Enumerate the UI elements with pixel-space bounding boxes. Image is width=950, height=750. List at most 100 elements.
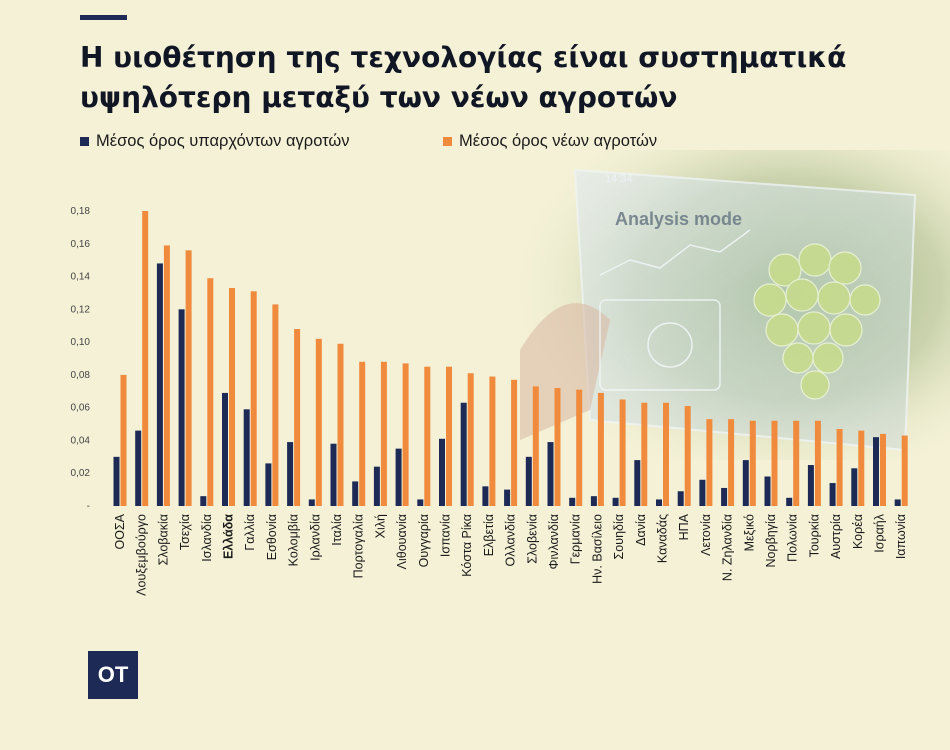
bars-existing-farmers: [113, 263, 901, 506]
bar-existing-18: [504, 489, 511, 506]
ot-logo: OT: [88, 651, 138, 699]
bar-existing-27: [699, 479, 706, 506]
bar-young-10: [337, 343, 344, 506]
x-tick-label: Λετονία: [699, 514, 713, 556]
bar-existing-8: [287, 442, 294, 506]
top-accent-rule: [80, 15, 127, 20]
bar-young-22: [597, 392, 604, 506]
bar-existing-21: [569, 497, 576, 506]
bar-existing-35: [873, 437, 879, 506]
bar-young-25: [663, 402, 669, 506]
bar-existing-31: [786, 497, 793, 506]
legend-swatch-existing: [80, 137, 89, 146]
x-axis: ΟΟΣΑ Λουξεμβούργο Σλοβακία Τσεχία Ισλανδία Ελ…: [113, 513, 908, 596]
bar-young-8: [294, 329, 301, 506]
y-tick-label: 0,10: [71, 337, 91, 348]
x-tick-label: Ελλάδα: [222, 514, 236, 559]
bar-young-12: [380, 361, 387, 506]
bar-young-21: [576, 389, 583, 506]
screen-mode-label: Analysis mode: [615, 209, 742, 229]
bar-existing-26: [677, 491, 684, 506]
x-tick-label: Κολομβία: [287, 514, 301, 566]
bar-young-11: [359, 361, 366, 506]
bar-existing-24: [634, 460, 641, 506]
bar-young-6: [250, 291, 257, 506]
x-tick-label: Ισπανία: [439, 514, 453, 557]
bar-young-3: [185, 250, 192, 506]
x-tick-label: Τσεχία: [178, 514, 192, 550]
x-tick-label: Φινλανδία: [547, 514, 561, 570]
y-tick-label: 0,06: [71, 403, 91, 414]
bar-existing-34: [851, 468, 858, 506]
bar-existing-9: [308, 499, 315, 506]
y-tick-label: 0,16: [71, 239, 91, 250]
x-tick-label: Λιθουανία: [395, 514, 409, 569]
bar-existing-3: [178, 309, 185, 506]
bar-existing-28: [721, 487, 728, 506]
x-tick-label: Χιλή: [373, 514, 387, 538]
bar-existing-20: [547, 442, 554, 506]
bar-existing-15: [439, 438, 445, 506]
x-tick-label: Ισραήλ: [873, 513, 887, 552]
x-tick-label: Ολλανδία: [504, 514, 518, 566]
bar-young-24: [641, 402, 648, 506]
bar-young-35: [880, 433, 886, 506]
x-tick-label: Αυστρία: [829, 514, 843, 559]
bar-young-23: [619, 399, 626, 506]
bar-young-4: [207, 278, 214, 506]
bar-young-17: [489, 376, 496, 506]
y-tick-label: 0,04: [71, 435, 91, 446]
x-tick-label: Πολωνία: [786, 514, 800, 562]
x-tick-label: ΟΟΣΑ: [113, 513, 127, 549]
x-tick-label: Ιρλανδία: [308, 514, 322, 561]
x-tick-label: Ελβετία: [482, 514, 496, 556]
bar-young-16: [467, 373, 474, 506]
bar-existing-36: [894, 499, 901, 506]
bar-existing-29: [742, 460, 749, 506]
bar-existing-5: [222, 392, 228, 506]
bar-existing-22: [590, 496, 597, 506]
bar-existing-14: [417, 499, 424, 506]
legend-item-young: Μέσος όρος νέων αγροτών: [443, 132, 657, 151]
bar-young-15: [446, 366, 452, 506]
bar-existing-11: [352, 481, 359, 506]
x-tick-label: Κόστα Ρίκα: [460, 514, 474, 577]
x-tick-label: Λουξεμβούργο: [135, 514, 149, 596]
bar-existing-0: [113, 456, 120, 506]
x-tick-label: Νορβηγία: [764, 514, 778, 568]
bar-young-7: [272, 304, 279, 506]
x-tick-label: Γαλλία: [243, 514, 257, 551]
y-axis: - 0,02 0,04 0,06 0,08 0,10 0,12 0,14 0,16 0,18: [71, 206, 91, 512]
bar-existing-4: [200, 496, 207, 506]
x-tick-label: Ιταλία: [330, 514, 344, 546]
x-tick-label: Κορέα: [851, 514, 865, 549]
bar-existing-23: [612, 497, 619, 506]
bar-existing-2: [156, 263, 163, 506]
x-tick-label: Εσθονία: [265, 514, 279, 560]
x-tick-label: Σλοβακία: [156, 514, 170, 565]
bar-existing-25: [656, 499, 662, 506]
bar-young-36: [901, 435, 908, 506]
title-line-2: υψηλότερη μεταξύ των νέων αγροτών: [80, 81, 678, 114]
bar-young-32: [814, 420, 821, 506]
x-tick-label: Καναδάς: [656, 514, 670, 563]
bar-existing-32: [807, 465, 814, 506]
x-tick-label: Πορτογαλία: [352, 514, 366, 578]
bar-young-13: [402, 363, 409, 506]
x-tick-label: Ουγγαρία: [417, 514, 431, 567]
bar-young-0: [120, 374, 127, 506]
legend-label-young: Μέσος όρος νέων αγροτών: [459, 132, 658, 150]
y-tick-label: 0,18: [71, 206, 91, 217]
bar-young-19: [532, 386, 539, 506]
legend-label-existing: Μέσος όρος υπαρχόντων αγροτών: [96, 132, 350, 150]
bar-young-27: [706, 419, 713, 506]
x-tick-label: Δανία: [634, 514, 648, 546]
y-tick-label: 0,08: [71, 370, 91, 381]
y-tick-label: 0,14: [71, 272, 91, 283]
y-tick-label: 0,12: [71, 304, 91, 315]
x-tick-label: Γερμανία: [569, 514, 583, 564]
screen-time: 14:34: [605, 173, 633, 185]
bar-existing-33: [829, 483, 836, 506]
bar-young-26: [684, 406, 691, 506]
bar-existing-16: [460, 402, 467, 506]
